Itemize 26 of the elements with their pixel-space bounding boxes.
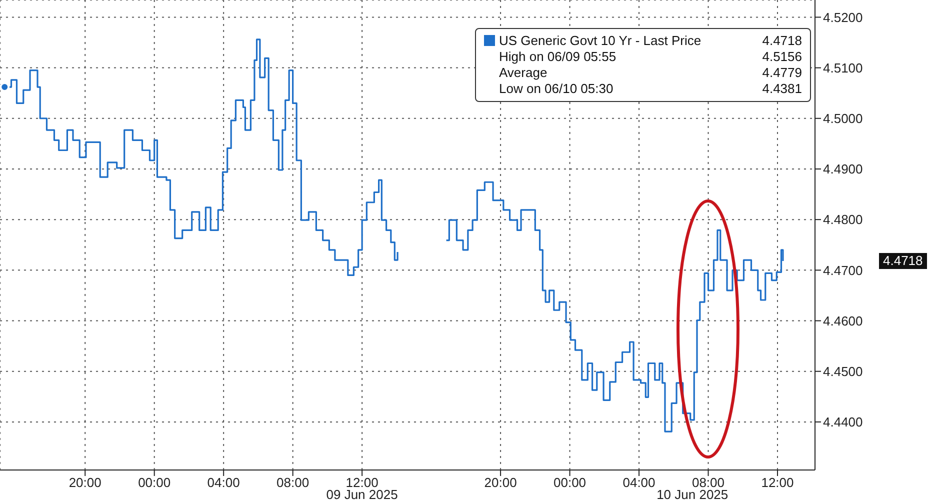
y-tick-label: 4.4700: [823, 262, 863, 278]
y-tick-label: 4.5200: [823, 10, 863, 25]
y-tick-label: 4.4600: [823, 313, 863, 328]
annotation: 4.5156: [762, 49, 802, 65]
y-tick-label: 4.4900: [823, 162, 863, 177]
legend-label: US Generic Govt 10 Yr - Last Price: [498, 33, 702, 49]
x-tick-label: 04:00: [622, 475, 656, 490]
x-tick-label: 00:00: [554, 475, 586, 490]
annotation: Average: [499, 65, 548, 81]
annotation: Low on 06/10 05:30: [499, 81, 614, 97]
annotation: 4.4718: [762, 33, 802, 49]
x-tick-label: 00:00: [138, 475, 171, 490]
y-tick-label: 4.4500: [823, 364, 863, 379]
x-tick-label: 12:00: [761, 475, 794, 490]
annotation: 4.4381: [762, 81, 802, 97]
x-tick-label: 08:00: [276, 475, 310, 490]
x-tick-label: 04:00: [207, 475, 240, 490]
text: 4.4718: [883, 253, 923, 268]
annotation: 4.4779: [762, 65, 802, 81]
annotation: High on 06/09 05:55: [499, 49, 616, 65]
y-tick-label: 4.4400: [823, 414, 863, 430]
y-tick-label: 4.4800: [823, 212, 863, 228]
y-tick-label: 4.5000: [823, 111, 863, 126]
y-tick-label: 4.5100: [823, 60, 863, 76]
x-tick-label: 20:00: [484, 475, 517, 490]
x-tick-label: 20:00: [68, 475, 102, 490]
